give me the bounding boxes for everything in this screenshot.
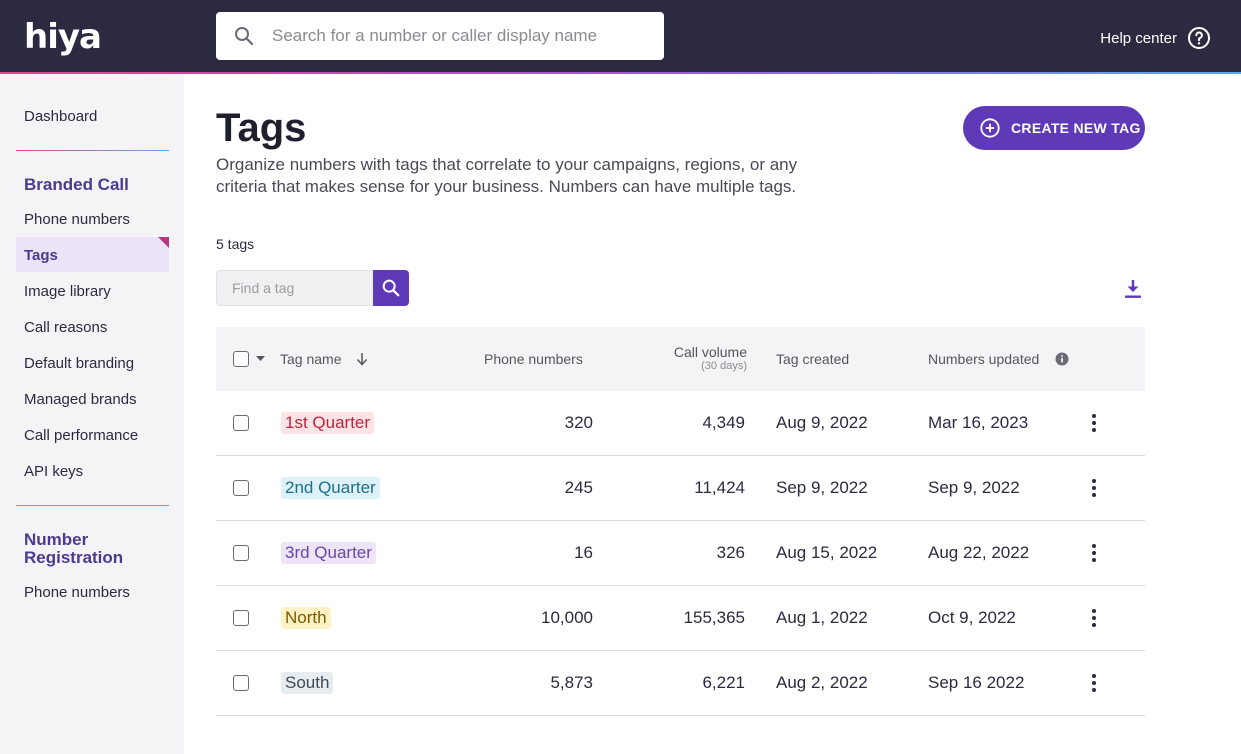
- find-tag-field[interactable]: [216, 270, 374, 306]
- search-icon: [382, 279, 400, 297]
- top-bar-accent: [0, 72, 1241, 74]
- page-description-line: criteria that makes sense for your busin…: [216, 177, 797, 196]
- column-header-tag-name[interactable]: Tag name: [280, 351, 342, 367]
- tag-chip[interactable]: 2nd Quarter: [281, 477, 380, 499]
- tag-chip[interactable]: 3rd Quarter: [281, 542, 376, 564]
- global-search[interactable]: [216, 12, 664, 60]
- info-icon[interactable]: [1055, 352, 1069, 366]
- column-header-call-volume-sub: (30 days): [701, 360, 747, 372]
- cell-call-volume: 6,221: [702, 673, 745, 692]
- table-row[interactable]: North 10,000 155,365 Aug 1, 2022 Oct 9, …: [216, 586, 1145, 651]
- sidebar-active-indicator: [16, 237, 169, 272]
- row-checkbox[interactable]: [233, 610, 249, 626]
- tag-chip[interactable]: South: [281, 672, 334, 694]
- cell-tag-created: Aug 15, 2022: [776, 543, 878, 562]
- create-new-tag-button[interactable]: CREATE NEW TAG: [963, 106, 1145, 150]
- sidebar-divider-accent: [16, 150, 169, 151]
- tag-chip[interactable]: 1st Quarter: [281, 412, 375, 434]
- row-checkbox[interactable]: [233, 415, 249, 431]
- top-bar: hiya Help center: [0, 0, 1241, 74]
- cell-tag-created: Sep 9, 2022: [776, 478, 868, 497]
- page-description-line: Organize numbers with tags that correlat…: [216, 155, 798, 174]
- cell-phone-numbers: 320: [564, 413, 593, 432]
- more-options-icon[interactable]: [1086, 478, 1102, 498]
- column-header-phone-numbers: Phone numbers: [484, 351, 583, 367]
- more-options-icon[interactable]: [1086, 673, 1102, 693]
- table-row[interactable]: 2nd Quarter 245 11,424 Sep 9, 2022 Sep 9…: [216, 456, 1145, 521]
- help-icon: [1188, 27, 1210, 49]
- sidebar-item-dashboard[interactable]: Dashboard: [24, 108, 98, 125]
- row-checkbox[interactable]: [233, 480, 249, 496]
- cell-phone-numbers: 245: [564, 478, 593, 497]
- cell-phone-numbers: 10,000: [541, 608, 593, 627]
- cell-numbers-updated: Oct 9, 2022: [928, 608, 1016, 627]
- row-checkbox[interactable]: [233, 545, 249, 561]
- download-icon[interactable]: [1122, 278, 1144, 300]
- table-row[interactable]: 1st Quarter 320 4,349 Aug 9, 2022 Mar 16…: [216, 391, 1145, 456]
- cell-numbers-updated: Aug 22, 2022: [928, 543, 1030, 562]
- sidebar-item-image-library[interactable]: Image library: [24, 283, 111, 300]
- cell-tag-created: Aug 9, 2022: [776, 413, 868, 432]
- global-search-input[interactable]: [272, 20, 652, 52]
- tag-count: 5 tags: [216, 236, 255, 252]
- chevron-down-icon[interactable]: [256, 356, 265, 362]
- create-new-tag-label: CREATE NEW TAG: [1011, 120, 1141, 136]
- sort-arrow-down-icon[interactable]: [356, 352, 368, 366]
- cell-phone-numbers: 5,873: [550, 673, 593, 692]
- more-options-icon[interactable]: [1086, 543, 1102, 563]
- column-header-numbers-updated: Numbers updated: [928, 351, 1040, 367]
- sidebar-item-tags[interactable]: Tags: [24, 247, 58, 264]
- cell-numbers-updated: Sep 9, 2022: [928, 478, 1020, 497]
- cell-numbers-updated: Mar 16, 2023: [928, 413, 1029, 432]
- row-checkbox[interactable]: [233, 675, 249, 691]
- cell-tag-created: Aug 2, 2022: [776, 673, 868, 692]
- tag-chip[interactable]: North: [281, 607, 331, 629]
- help-center-label: Help center: [1100, 29, 1177, 47]
- select-all-checkbox[interactable]: [233, 351, 249, 367]
- cell-call-volume: 155,365: [683, 608, 745, 627]
- sidebar-item-api-keys[interactable]: API keys: [24, 463, 84, 480]
- cell-call-volume: 11,424: [694, 478, 745, 497]
- find-tag-input[interactable]: [217, 271, 374, 305]
- sidebar-item-default-branding[interactable]: Default branding: [24, 355, 135, 372]
- sidebar-section-number-registration-line1: Number: [24, 530, 89, 549]
- sidebar-section-branded-call: Branded Call: [24, 175, 129, 194]
- sidebar-item-phone-numbers[interactable]: Phone numbers: [24, 211, 130, 228]
- column-header-tag-created: Tag created: [776, 351, 850, 367]
- cell-call-volume: 326: [716, 543, 745, 562]
- sidebar-item-call-performance[interactable]: Call performance: [24, 427, 139, 444]
- sidebar: Dashboard Branded Call Phone numbers Tag…: [0, 74, 184, 754]
- page-title: Tags: [216, 106, 307, 150]
- cell-tag-created: Aug 1, 2022: [776, 608, 868, 627]
- find-tag-search-button[interactable]: [373, 270, 409, 306]
- sidebar-item-managed-brands[interactable]: Managed brands: [24, 391, 137, 408]
- sidebar-item-call-reasons[interactable]: Call reasons: [24, 319, 108, 336]
- more-options-icon[interactable]: [1086, 413, 1102, 433]
- cell-numbers-updated: Sep 16 2022: [928, 673, 1025, 692]
- sidebar-item-registration-phone-numbers[interactable]: Phone numbers: [24, 584, 130, 601]
- cell-phone-numbers: 16: [574, 543, 593, 562]
- sidebar-section-number-registration-line2: Registration: [24, 548, 124, 567]
- plus-circle-icon: [980, 118, 1000, 138]
- help-center-link[interactable]: Help center: [1100, 26, 1211, 50]
- table-row[interactable]: 3rd Quarter 16 326 Aug 15, 2022 Aug 22, …: [216, 521, 1145, 586]
- table-row[interactable]: South 5,873 6,221 Aug 2, 2022 Sep 16 202…: [216, 651, 1145, 716]
- cell-call-volume: 4,349: [702, 413, 745, 432]
- column-header-call-volume: Call volume: [673, 344, 747, 360]
- page-description: Organize numbers with tags that correlat…: [216, 154, 836, 198]
- search-icon: [235, 27, 254, 46]
- sidebar-divider: [16, 505, 169, 506]
- table-header: Tag name Phone numbers Call volume (30 d…: [216, 327, 1145, 391]
- hiya-logo[interactable]: hiya: [24, 17, 102, 57]
- more-options-icon[interactable]: [1086, 608, 1102, 628]
